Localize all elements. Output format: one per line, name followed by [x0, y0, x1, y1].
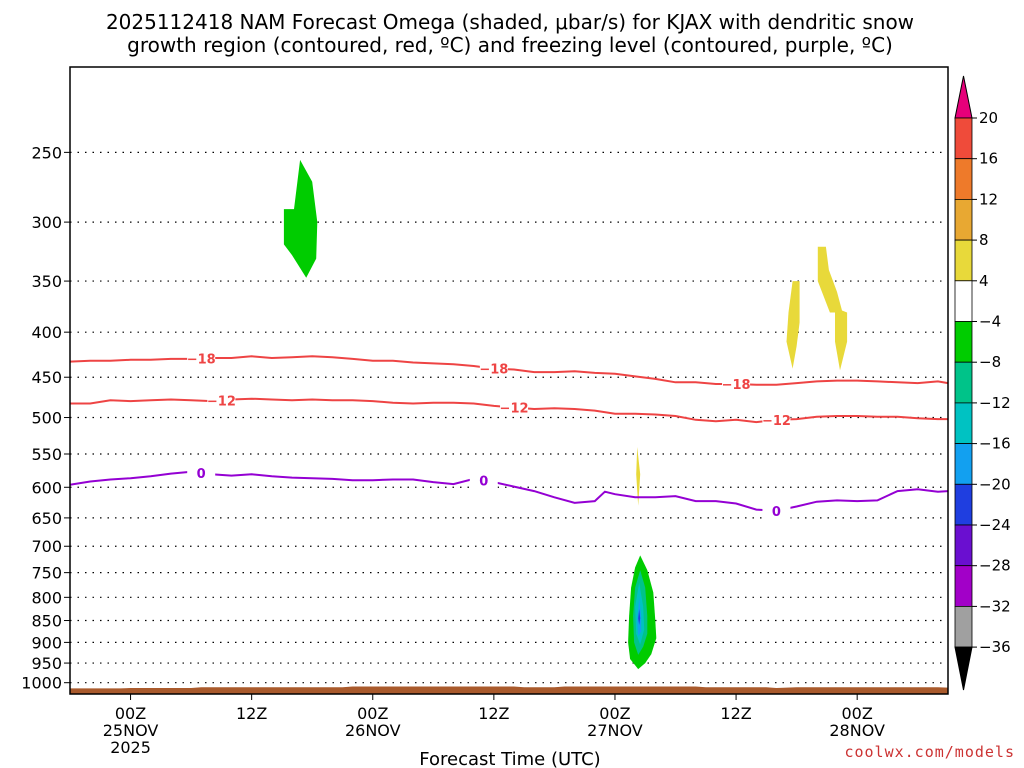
chart-title-line2: growth region (contoured, red, ºC) and f…: [127, 33, 893, 57]
colorbar-bottom-arrow: [954, 646, 973, 691]
colorbar-label: −4: [979, 313, 1001, 331]
colorbar-segment: [954, 402, 973, 444]
colorbar-segment: [954, 565, 973, 607]
colorbar-label: −28: [979, 557, 1011, 575]
surface-terrain: [70, 686, 948, 694]
omega-region-0: [283, 159, 318, 278]
y-tick-label: 750: [31, 564, 62, 583]
colorbar-label: 20: [979, 109, 998, 127]
omega-region-1: [786, 281, 800, 369]
y-tick-label: 600: [31, 478, 62, 497]
y-tick-label: 850: [31, 612, 62, 631]
colorbar-segment: [954, 198, 973, 241]
y-tick-label: 1000: [21, 674, 62, 693]
y-tick-label: 950: [31, 654, 62, 673]
y-tick-label: 700: [31, 537, 62, 556]
chart-title-line1: 2025112418 NAM Forecast Omega (shaded, μ…: [106, 10, 914, 34]
contour-label: −12: [207, 394, 236, 409]
y-tick-label: 250: [31, 143, 62, 162]
omega-shading: [283, 159, 848, 670]
contour-label-bg: [722, 375, 751, 392]
contour-label-bg: [762, 502, 791, 519]
contour-label-bg: [187, 350, 216, 367]
x-tick-label: 2025: [110, 738, 151, 757]
colorbar-segment: [954, 158, 973, 200]
colorbar-segment: [954, 361, 973, 404]
contour-label-bg: [500, 399, 529, 416]
x-tick-label: 28NOV: [829, 721, 885, 740]
omega-region-3: [636, 447, 641, 506]
colorbar-label: 12: [979, 190, 998, 208]
surface-ground: [70, 686, 948, 694]
x-tick-label: 12Z: [478, 704, 509, 723]
contour-label: 0: [197, 467, 206, 482]
contour-label-bg: [479, 360, 508, 377]
contour-label: −18: [479, 363, 508, 378]
colorbar-label: −8: [979, 353, 1001, 371]
y-tick-label: 650: [31, 509, 62, 528]
x-tick-label: 00Z: [842, 704, 873, 723]
x-tick-label: 00Z: [357, 704, 388, 723]
colorbar-segment: [954, 524, 973, 567]
y-tick-label: 300: [31, 213, 62, 232]
contour-label-bg: [187, 464, 216, 481]
x-tick-label: 25NOV: [103, 721, 159, 740]
colorbar-segment: [954, 443, 973, 485]
contour-line-0: [69, 355, 949, 386]
contour-label: 0: [479, 475, 488, 490]
colorbar-segment: [954, 321, 973, 363]
omega-region-2: [817, 246, 848, 371]
contour-line-2: [69, 470, 949, 512]
colorbar-label: 16: [979, 150, 998, 168]
contour-label: −12: [762, 414, 791, 429]
colorbar-label: −12: [979, 394, 1011, 412]
colorbar: 20 16 12 8 4 −4 −8 −12 −16 −20 −24 −28 −32 −36: [954, 75, 1011, 691]
contour-label: −18: [187, 352, 216, 367]
x-tick-label: 27NOV: [587, 721, 643, 740]
y-tick-label: 550: [31, 445, 62, 464]
y-tick-label: 900: [31, 633, 62, 652]
y-tick-label: 800: [31, 588, 62, 607]
omega-region-8: [638, 609, 641, 625]
x-tick-label: 00Z: [115, 704, 146, 723]
colorbar-label: −16: [979, 435, 1011, 453]
colorbar-segment: [954, 606, 973, 648]
colorbar-label: −24: [979, 516, 1011, 534]
y-axis: 250 300 350 400 450 500 550 600 650 700 750 800 850 9…: [21, 143, 70, 693]
colorbar-segment: [954, 483, 973, 526]
temperature-contours: −18 −18 −18 −12 −12 −12 0 0 0: [69, 350, 949, 520]
x-tick-label: 00Z: [599, 704, 630, 723]
colorbar-label: 8: [979, 231, 989, 249]
colorbar-segment: [954, 280, 973, 322]
contour-label: 0: [772, 505, 781, 520]
y-tick-label: 400: [31, 323, 62, 342]
y-tick-label: 350: [31, 272, 62, 291]
colorbar-segment: [954, 239, 973, 282]
colorbar-label: −32: [979, 597, 1011, 615]
colorbar-label: −36: [979, 638, 1011, 656]
colorbar-segment: [954, 117, 973, 160]
credit-text: coolwx.com/models: [844, 743, 1015, 761]
contour-label-bg: [762, 411, 791, 428]
plot-frame: [69, 66, 949, 695]
contour-label: −12: [500, 401, 529, 416]
contour-label-bg: [469, 472, 498, 489]
colorbar-label: −20: [979, 475, 1011, 493]
x-tick-label: 12Z: [236, 704, 267, 723]
x-tick-label: 12Z: [720, 704, 751, 723]
colorbar-top-arrow: [954, 75, 973, 119]
y-tick-label: 450: [31, 368, 62, 387]
y-tick-label: 500: [31, 409, 62, 428]
x-tick-label: 26NOV: [345, 721, 401, 740]
x-axis-title: Forecast Time (UTC): [419, 749, 600, 768]
contour-label-bg: [207, 392, 236, 409]
colorbar-label: 4: [979, 272, 989, 290]
contour-label: −18: [722, 378, 751, 393]
